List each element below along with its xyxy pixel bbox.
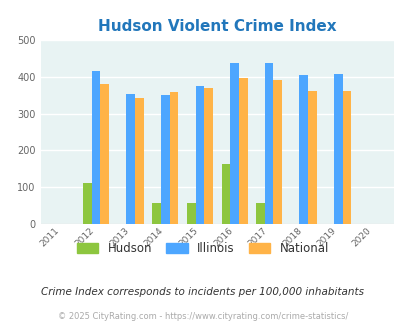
Bar	[126, 94, 134, 224]
Text: © 2025 CityRating.com - https://www.cityrating.com/crime-statistics/: © 2025 CityRating.com - https://www.city…	[58, 312, 347, 321]
Bar	[195, 86, 204, 224]
Bar	[221, 164, 230, 224]
Title: Hudson Violent Crime Index: Hudson Violent Crime Index	[98, 19, 336, 34]
Bar	[100, 84, 109, 224]
Bar	[204, 88, 212, 224]
Bar	[333, 74, 342, 224]
Bar	[342, 91, 351, 224]
Bar	[83, 183, 92, 224]
Bar	[273, 80, 281, 224]
Bar	[238, 79, 247, 224]
Legend: Hudson, Illinois, National: Hudson, Illinois, National	[72, 237, 333, 260]
Bar	[256, 203, 264, 224]
Bar	[160, 95, 169, 224]
Bar	[134, 98, 143, 224]
Text: Crime Index corresponds to incidents per 100,000 inhabitants: Crime Index corresponds to incidents per…	[41, 287, 364, 297]
Bar	[169, 92, 178, 224]
Bar	[186, 203, 195, 224]
Bar	[299, 75, 307, 224]
Bar	[307, 91, 316, 224]
Bar	[152, 203, 160, 224]
Bar	[92, 71, 100, 224]
Bar	[264, 63, 273, 224]
Bar	[230, 63, 238, 224]
